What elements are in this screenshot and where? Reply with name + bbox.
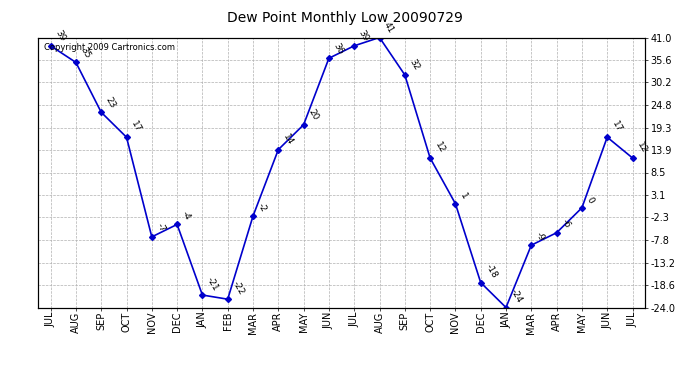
Text: 32: 32 bbox=[408, 58, 421, 72]
Text: Dew Point Monthly Low 20090729: Dew Point Monthly Low 20090729 bbox=[227, 11, 463, 25]
Text: 35: 35 bbox=[79, 45, 92, 60]
Text: 14: 14 bbox=[281, 132, 295, 147]
Text: 39: 39 bbox=[53, 28, 67, 43]
Text: -24: -24 bbox=[509, 288, 524, 305]
Text: 41: 41 bbox=[382, 20, 396, 35]
Text: 0: 0 bbox=[584, 195, 595, 205]
Text: 17: 17 bbox=[610, 120, 624, 134]
Text: -2: -2 bbox=[256, 201, 268, 213]
Text: -9: -9 bbox=[534, 230, 546, 242]
Text: 12: 12 bbox=[635, 141, 649, 155]
Text: 36: 36 bbox=[332, 41, 345, 56]
Text: 39: 39 bbox=[357, 28, 371, 43]
Text: -4: -4 bbox=[180, 210, 192, 222]
Text: 12: 12 bbox=[433, 141, 446, 155]
Text: -22: -22 bbox=[230, 279, 246, 296]
Text: 1: 1 bbox=[458, 191, 469, 201]
Text: -18: -18 bbox=[484, 262, 499, 280]
Text: 20: 20 bbox=[306, 108, 320, 122]
Text: -7: -7 bbox=[155, 222, 167, 234]
Text: Copyright 2009 Cartronics.com: Copyright 2009 Cartronics.com bbox=[44, 43, 175, 52]
Text: 23: 23 bbox=[104, 95, 117, 109]
Text: -6: -6 bbox=[560, 217, 572, 230]
Text: -21: -21 bbox=[205, 275, 220, 292]
Text: 17: 17 bbox=[129, 120, 143, 134]
